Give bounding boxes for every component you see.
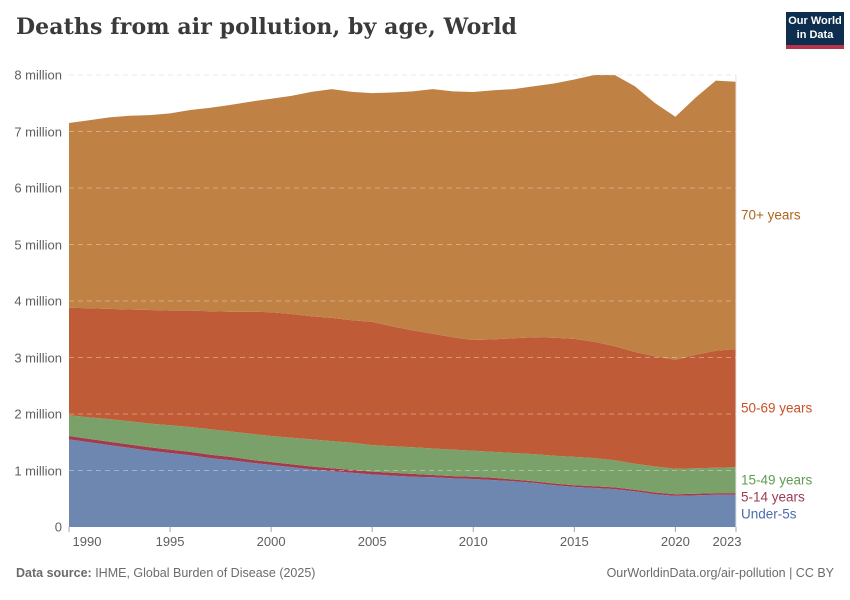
y-axis-label-0: 0 [54,519,62,535]
x-axis-label-2023[interactable]: 2023 [712,534,742,549]
data-source-note: Data source: IHME, Global Burden of Dise… [16,566,315,580]
y-axis-label-8: 8 million [14,67,62,83]
data-source-text: IHME, Global Burden of Disease (2025) [91,566,316,580]
y-axis-label-1: 1 million [14,463,62,478]
area-under-5s[interactable] [69,439,736,527]
page-title: Deaths from air pollution, by age, World [16,14,518,40]
area-15-49-years[interactable] [69,415,736,495]
owid-logo-red-bar [786,45,844,49]
x-axis-label-2015[interactable]: 2015 [559,534,589,549]
owid-logo[interactable]: Our World in Data [786,12,844,45]
license-note[interactable]: OurWorldinData.org/air-pollution | CC BY [606,566,834,580]
y-axis-label-2: 2 million [14,406,62,422]
y-axis-label-4: 4 million [14,293,62,309]
owid-logo-line2: in Data [796,28,834,41]
series-label-50-69-years[interactable]: 50-69 years [741,400,813,416]
series-label-15-49-years[interactable]: 15-49 years [741,472,813,488]
y-axis-label-6: 6 million [14,180,62,196]
x-axis-label-2010[interactable]: 2010 [458,534,488,549]
y-axis-label-5: 5 million [14,237,62,252]
data-source-label: Data source: [16,566,92,580]
chart-footer: Data source: IHME, Global Burden of Dise… [16,566,834,580]
series-label-5-14-years[interactable]: 5-14 years [741,489,805,505]
series-label-under-5s[interactable]: Under-5s [741,506,797,522]
x-axis-label-1995[interactable]: 1995 [155,534,185,549]
x-axis-label-1990[interactable]: 1990 [72,534,102,549]
area-70-years[interactable] [69,75,736,360]
owid-logo-line1: Our World [788,14,842,27]
x-axis-label-2000[interactable]: 2000 [256,534,286,549]
y-axis-label-7: 7 million [14,124,62,139]
series-label-70-years[interactable]: 70+ years [741,207,801,223]
x-axis-label-2005[interactable]: 2005 [357,534,387,549]
x-axis-label-2020[interactable]: 2020 [660,534,690,549]
y-axis-label-3: 3 million [14,350,62,365]
area-50-69-years[interactable] [69,307,736,469]
